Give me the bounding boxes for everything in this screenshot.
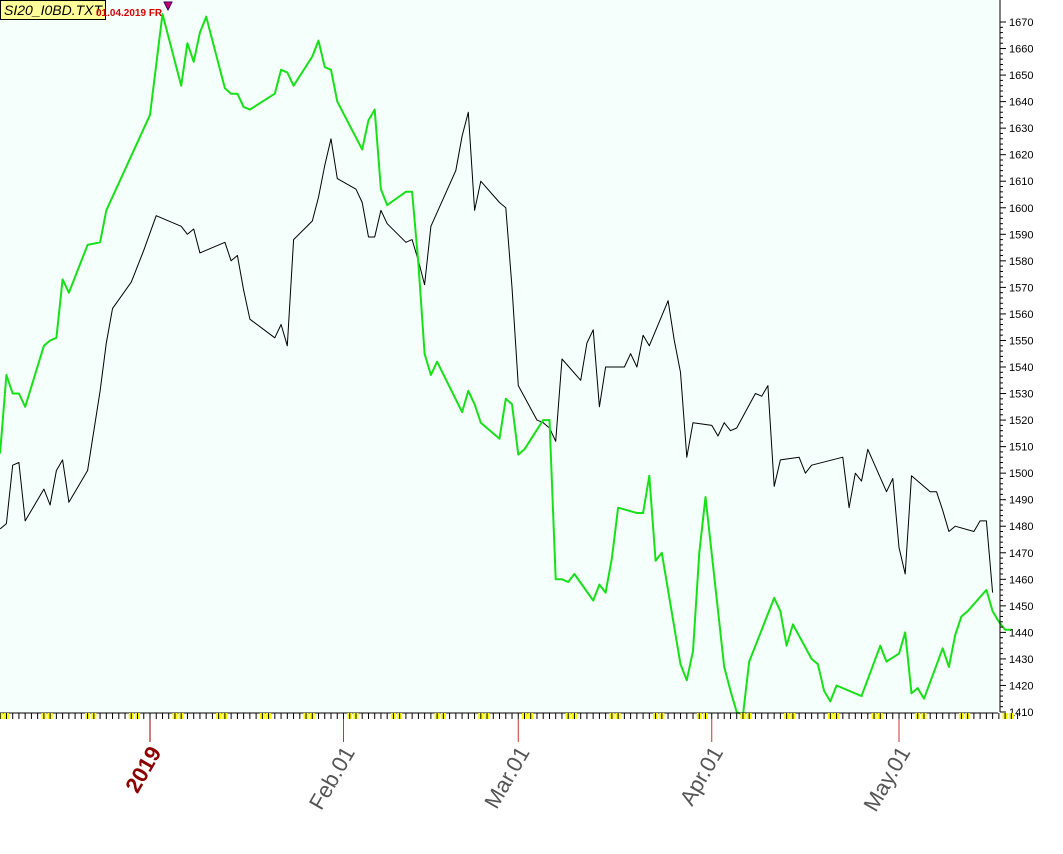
- series-line-1: [0, 13, 1012, 716]
- y-tick-label: 1470: [1009, 548, 1033, 560]
- y-tick-label: 1510: [1009, 442, 1033, 454]
- y-tick-label: 1580: [1009, 256, 1033, 268]
- y-tick-label: 1490: [1009, 495, 1033, 507]
- series-line-2: [0, 111, 994, 593]
- y-axis: 1410 1420 1430 1440 1450 1460 1470 1480 1490 1500…: [999, 0, 1033, 719]
- y-tick-label: 1480: [1009, 521, 1033, 533]
- x-month-label: Mar.01: [479, 742, 534, 813]
- y-tick-label: 1460: [1009, 574, 1033, 586]
- y-tick-label: 1630: [1009, 123, 1033, 135]
- plot-background: [0, 0, 998, 712]
- y-tick-label: 1430: [1009, 654, 1033, 666]
- x-axis: 2019 Feb.01 Mar.01 Apr.01 May.01: [0, 712, 1019, 816]
- y-tick-label: 1570: [1009, 282, 1033, 294]
- y-tick-label: 1420: [1009, 680, 1033, 692]
- y-tick-label: 1660: [1009, 44, 1033, 56]
- y-tick-label: 1620: [1009, 150, 1033, 162]
- y-tick-label: 1670: [1009, 17, 1033, 29]
- x-year-label: 2019: [120, 742, 166, 797]
- marker-arrow-icon: [163, 1, 173, 12]
- y-tick-label: 1530: [1009, 389, 1033, 401]
- y-tick-label: 1450: [1009, 601, 1033, 613]
- chart-title: SI20_I0BD.TXT: [0, 0, 107, 20]
- y-tick-label: 1440: [1009, 627, 1033, 639]
- y-tick-label: 1410: [1009, 707, 1033, 719]
- y-tick-label: 1610: [1009, 176, 1033, 188]
- series-layer: [0, 13, 1012, 716]
- x-month-label: Apr.01: [675, 742, 728, 810]
- y-tick-label: 1550: [1009, 335, 1033, 347]
- y-tick-label: 1540: [1009, 362, 1033, 374]
- weekend-mark: [0, 713, 3, 719]
- y-tick-label: 1640: [1009, 97, 1033, 109]
- y-tick-label: 1600: [1009, 203, 1033, 215]
- y-tick-label: 1500: [1009, 468, 1033, 480]
- marker-layer: [163, 1, 173, 12]
- date-marker-label: 01.04.2019 FR: [96, 8, 163, 19]
- y-tick-label: 1560: [1009, 309, 1033, 321]
- y-tick-label: 1650: [1009, 70, 1033, 82]
- y-tick-label: 1520: [1009, 415, 1033, 427]
- x-month-label: May.01: [858, 742, 915, 816]
- x-month-label: Feb.01: [304, 742, 360, 814]
- y-tick-label: 1590: [1009, 229, 1033, 241]
